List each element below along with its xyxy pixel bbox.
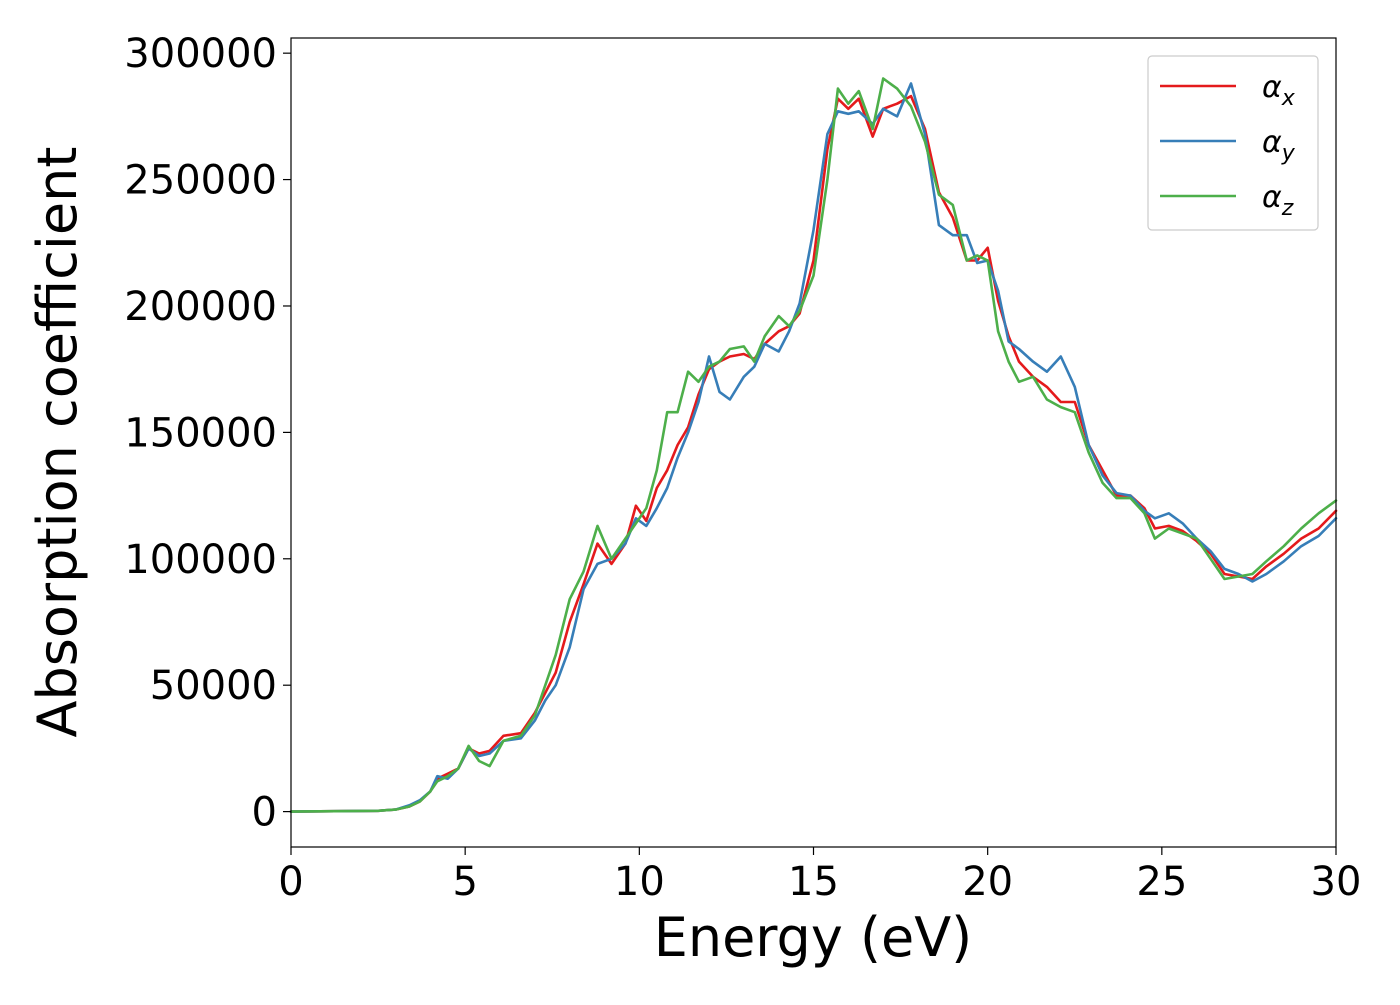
x-tick-label: 5 — [452, 859, 477, 905]
legend: αx αy αz — [1147, 55, 1319, 231]
x-tick-label: 20 — [962, 859, 1013, 905]
legend-label-x: αx — [1262, 70, 1296, 111]
x-axis: 0 5 10 15 20 25 30 — [278, 847, 1361, 905]
y-tick-label: 200000 — [124, 284, 277, 330]
y-tick-label: 300000 — [124, 31, 277, 77]
series-layer — [289, 77, 1338, 813]
x-tick-label: 0 — [278, 859, 303, 905]
legend-label-z: αz — [1262, 180, 1294, 221]
x-tick-label: 25 — [1136, 859, 1187, 905]
y-tick-label: 150000 — [124, 410, 277, 456]
y-axis-title: Absorption coefficient — [26, 147, 89, 738]
legend-label-y: αy — [1262, 125, 1296, 166]
y-axis: 0 50000 100000 150000 200000 250000 300000 — [124, 31, 291, 836]
y-tick-label: 250000 — [124, 158, 277, 204]
series-line-z — [289, 77, 1338, 813]
y-tick-label: 100000 — [124, 537, 277, 583]
x-tick-label: 30 — [1311, 859, 1362, 905]
x-axis-title: Energy (eV) — [654, 906, 973, 969]
x-tick-label: 15 — [788, 859, 839, 905]
y-tick-label: 50000 — [150, 663, 277, 709]
x-tick-label: 10 — [614, 859, 665, 905]
series-line-y — [289, 82, 1338, 813]
y-tick-label: 0 — [252, 790, 277, 836]
legend-frame — [1147, 55, 1319, 231]
